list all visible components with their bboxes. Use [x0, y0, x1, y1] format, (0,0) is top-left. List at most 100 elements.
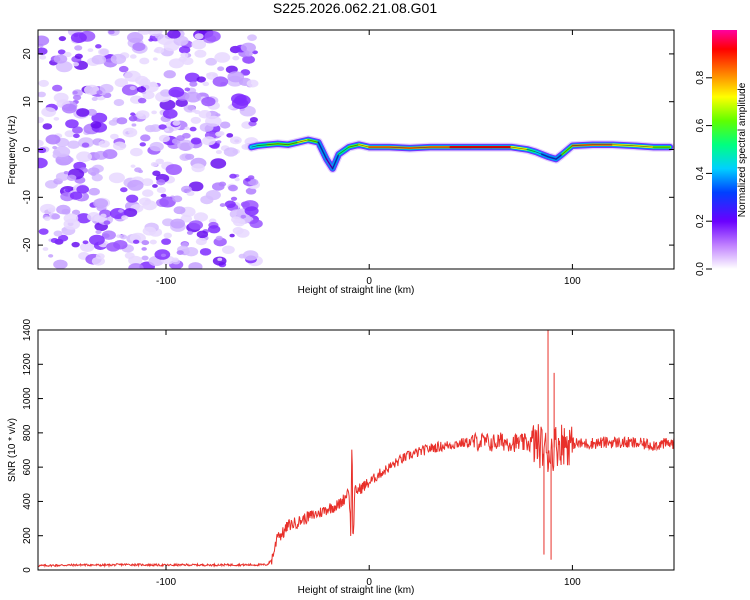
spectrogram-noise-blob	[113, 141, 127, 151]
spectrogram-noise-blob	[184, 87, 191, 92]
spectrogram-noise-blob	[71, 241, 80, 248]
spectrogram-noise-blob	[201, 96, 216, 107]
spectrogram-noise-blob	[42, 123, 53, 130]
spectrogram-noise-blob	[101, 230, 116, 240]
spectrogram-noise-blob	[91, 54, 107, 65]
spectrogram-noise-blob	[61, 208, 71, 215]
spectrogram-noise-blob	[160, 89, 172, 97]
spectrogram-noise-blob	[73, 133, 80, 139]
spectrogram-noise-blob	[53, 230, 63, 237]
spectrogram-noise-blob	[127, 179, 144, 191]
spectrogram-noise-blob	[231, 216, 242, 224]
spectrogram-noise-blob	[212, 76, 229, 87]
snr-y-tick-label: 1000	[22, 387, 33, 410]
spectrogram-noise-blob	[128, 255, 143, 266]
spectrogram-noise-blob	[110, 53, 127, 65]
spectrogram-noise-blob	[108, 172, 125, 184]
spectrogram-noise-blob	[156, 179, 166, 186]
snr-frame	[37, 329, 675, 571]
spectrogram-x-axis: -100 0 100	[156, 30, 581, 287]
spectrogram-noise-blob	[227, 105, 234, 110]
spectrogram-noise-blob	[63, 51, 72, 58]
spectrogram-noise-blob	[156, 186, 167, 194]
spectrogram-noise-blob	[38, 91, 46, 98]
spectrogram-noise-blob	[240, 214, 247, 219]
spectrogram-noise-blob	[130, 112, 136, 116]
spectrogram-noise-blob	[161, 238, 171, 245]
spectrogram-noise-blob	[227, 71, 245, 83]
spectrogram-noise-blob	[132, 239, 140, 244]
spectrogram-noise-blob	[228, 184, 238, 192]
spectrogram-noise-blob	[55, 61, 73, 73]
spectrogram-noise-blob	[132, 42, 146, 52]
spectrogram-noise-blob	[53, 116, 60, 121]
spectrogram-noise-blob	[124, 70, 141, 82]
spectrogram-noise-blob	[167, 30, 181, 39]
snr-y-tick-label: 1400	[22, 318, 33, 341]
spectrogram-noise-blob	[244, 206, 259, 216]
spectrogram-x-tick-label: 0	[366, 276, 372, 287]
spectrogram-noise-blob	[155, 33, 164, 40]
spectrogram-noise-blob	[244, 51, 253, 57]
spectrogram-noise-blob	[72, 62, 80, 67]
spectrogram-noise-blob	[88, 234, 105, 246]
spectrogram-noise-blob	[95, 253, 105, 260]
spectrogram-noise-blob	[152, 57, 158, 61]
spectrogram-y-tick-label: 0	[22, 146, 33, 152]
spectrogram-noise-blob	[217, 66, 225, 72]
spectrogram-noise-blob	[194, 33, 204, 40]
spectrogram-noise-blob	[48, 254, 54, 258]
spectrogram-noise-blob	[118, 209, 124, 213]
spectrogram-noise-blob	[202, 81, 210, 87]
spectrogram-noise-blob	[130, 164, 136, 168]
spectrogram-noise-blob	[50, 238, 59, 244]
spectrogram-noise-blob	[242, 250, 259, 261]
spectrogram-y-tick-label: 10	[22, 96, 33, 108]
colorbar-tick-label: 0.0	[695, 262, 706, 276]
spectrogram-noise-blob	[211, 182, 225, 191]
spectrogram-noise-blob	[215, 235, 223, 241]
spectrogram-noise-blob	[88, 187, 100, 196]
snr-x-tick-label: -100	[156, 577, 176, 588]
spectrogram-noise-blob	[90, 171, 97, 176]
spectrogram-noise-blob	[127, 130, 134, 134]
spectrogram-noise-blob	[204, 30, 221, 42]
spectrogram-noise-blob	[141, 178, 154, 187]
spectrogram-noise-blob	[58, 234, 69, 242]
spectrogram-noise-blob	[42, 247, 49, 251]
spectrogram-noise-blob	[211, 73, 218, 78]
colorbar-tick-label: 0.8	[695, 70, 706, 84]
spectrogram-noise-blob	[191, 163, 205, 173]
spectrogram-noise-blob	[198, 110, 212, 119]
spectrogram-noise-blob	[128, 263, 144, 269]
spectrogram-noise-blob	[58, 36, 67, 42]
spectrogram-noise-blob	[136, 86, 147, 93]
spectrogram-noise-blob	[245, 187, 257, 195]
spectrogram-noise-blob	[199, 248, 212, 256]
snr-y-axis: 0 200 400 600 800 1000 1200 1400	[22, 318, 674, 573]
spectrogram-noise-blob	[119, 234, 128, 240]
spectrogram-noise-blob	[60, 157, 68, 163]
colorbar-label: Normalized spectral amplitude	[737, 82, 748, 217]
spectrogram-noise-blob	[135, 110, 150, 120]
spectrogram-noise-blob	[69, 191, 83, 200]
spectrogram-noise-blob	[199, 122, 214, 132]
spectrogram-noise-blob	[72, 94, 82, 101]
spectrogram-y-tick-label: 20	[22, 48, 33, 60]
spectrogram-noise-blob	[247, 34, 257, 41]
snr-x-label: Height of straight line (km)	[298, 585, 415, 596]
spectrogram-noise-blob	[175, 98, 188, 107]
spectrogram-noise-blob	[230, 196, 238, 201]
spectrogram-noise-blob	[176, 135, 185, 141]
spectrogram-noise-blob	[216, 140, 222, 144]
spectrogram-x-label: Height of straight line (km)	[298, 285, 415, 296]
spectrogram-noise-blob	[178, 46, 191, 54]
spectrogram-noise-blob	[173, 206, 186, 215]
spectrogram-noise-blob	[212, 256, 227, 266]
spectrogram-noise-blob	[38, 228, 49, 235]
spectrogram-noise-blob	[247, 175, 255, 180]
spectrogram-noise-blob	[196, 76, 206, 83]
spectrogram-noise-blob	[38, 79, 49, 87]
spectrogram-noise-blob	[232, 55, 240, 61]
